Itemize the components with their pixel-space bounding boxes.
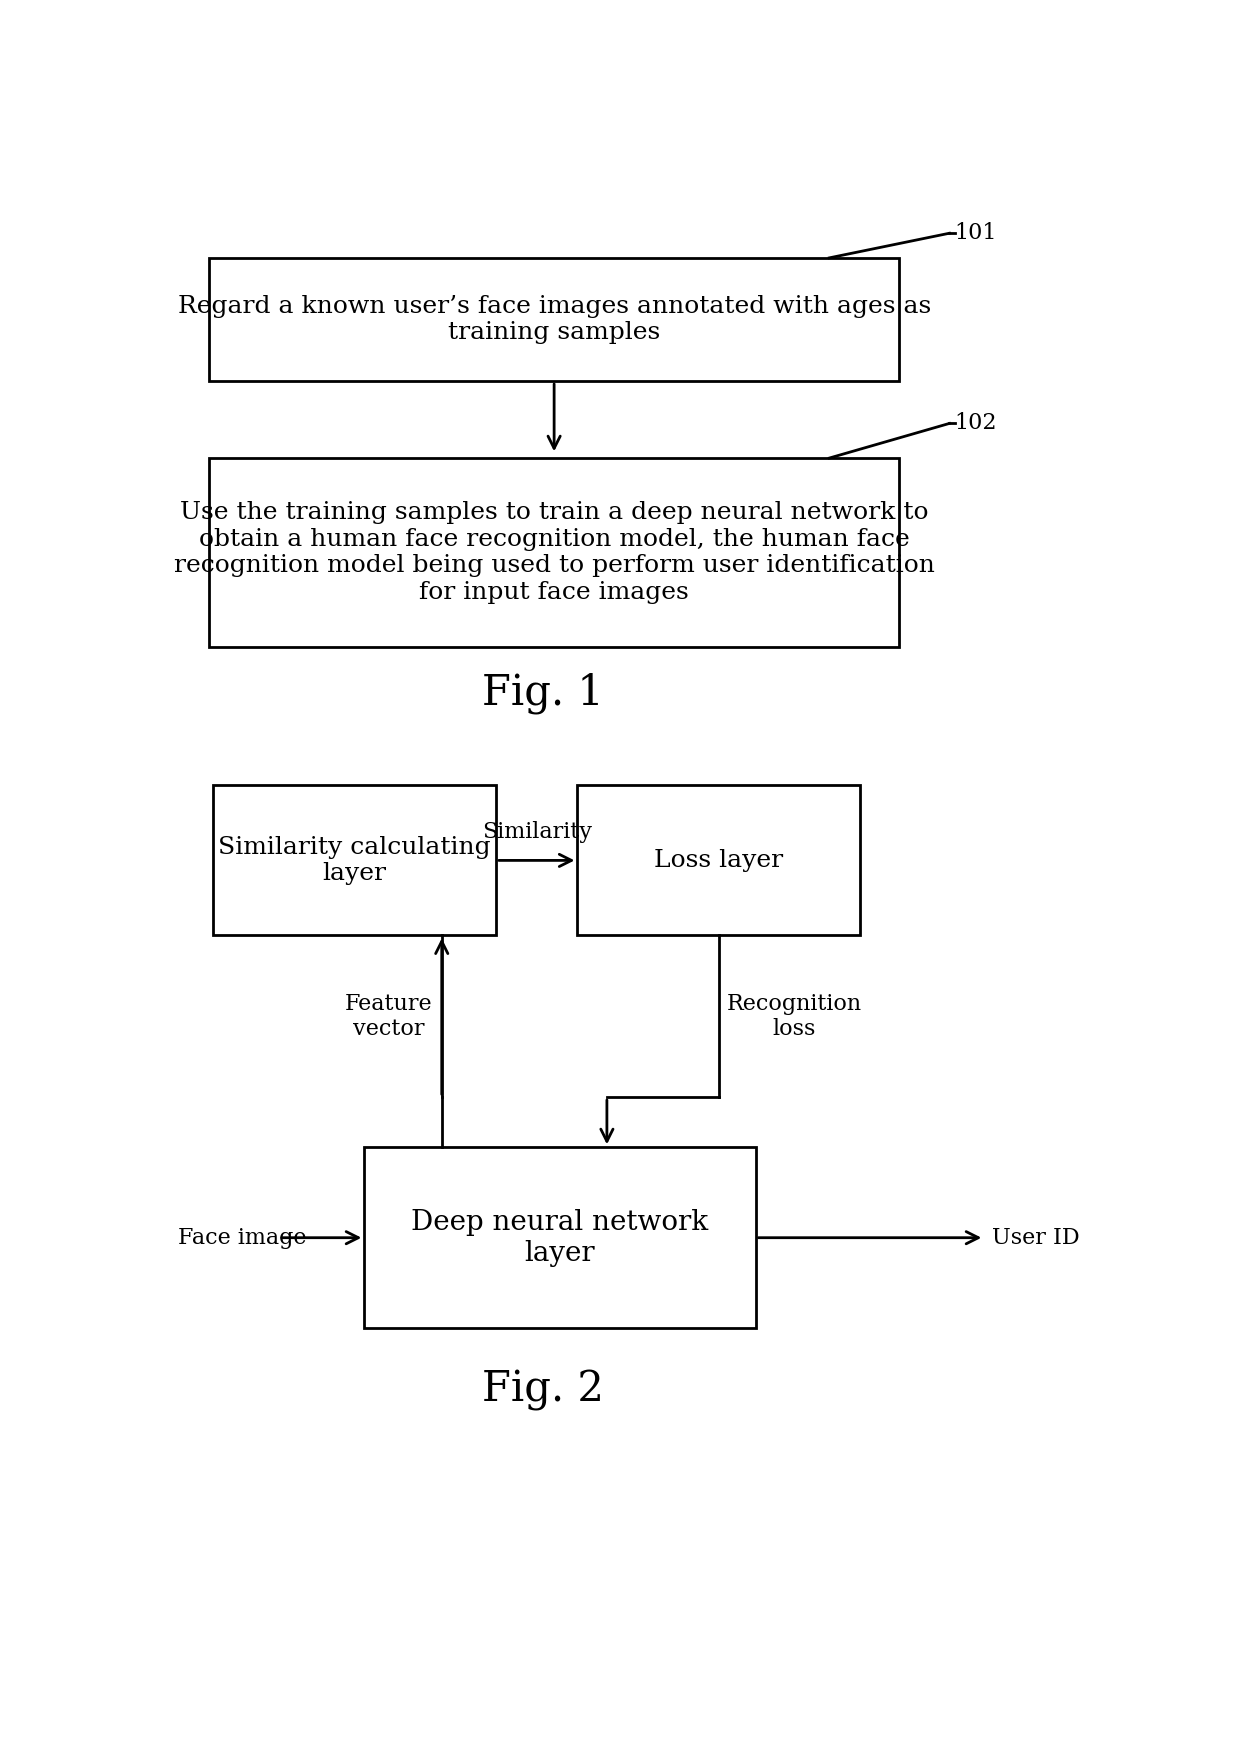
Text: Fig. 1: Fig. 1 [481, 672, 604, 714]
Bar [578, 785, 861, 935]
Bar [213, 785, 496, 935]
Text: 102: 102 [955, 413, 997, 434]
Bar [210, 258, 899, 381]
Text: Use the training samples to train a deep neural network to
obtain a human face r: Use the training samples to train a deep… [174, 501, 935, 603]
Text: Similarity calculating
layer: Similarity calculating layer [218, 836, 491, 886]
Text: Deep neural network
layer: Deep neural network layer [412, 1208, 708, 1267]
Bar [365, 1147, 755, 1328]
Text: Similarity: Similarity [481, 822, 591, 843]
Text: Regard a known user’s face images annotated with ages as
training samples: Regard a known user’s face images annota… [177, 295, 931, 344]
Text: Recognition
loss: Recognition loss [727, 993, 862, 1041]
Text: Face image: Face image [179, 1226, 306, 1249]
Text: Fig. 2: Fig. 2 [481, 1369, 604, 1411]
Bar [210, 459, 899, 647]
Text: Feature
vector: Feature vector [345, 993, 433, 1041]
Text: User ID: User ID [992, 1226, 1080, 1249]
Text: Loss layer: Loss layer [655, 848, 784, 871]
Text: 101: 101 [955, 222, 997, 243]
